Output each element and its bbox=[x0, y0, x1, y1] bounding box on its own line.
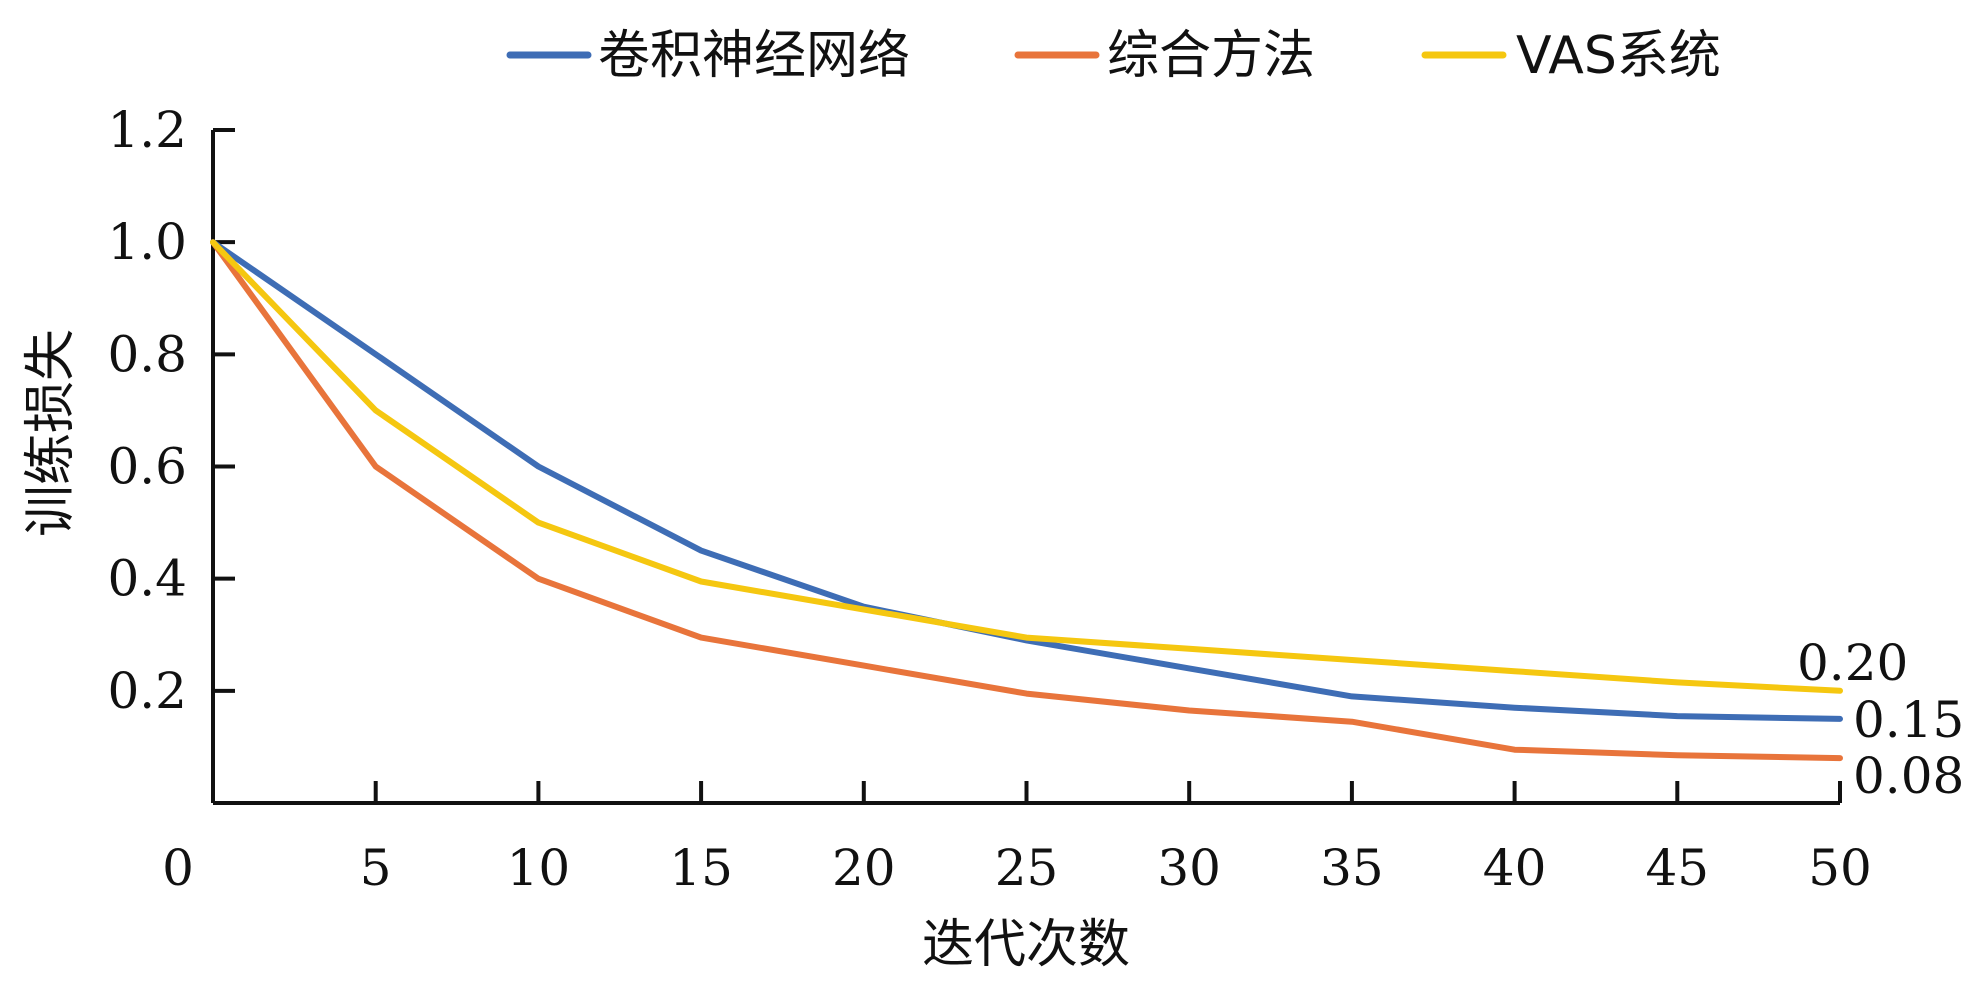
end-value-label: 0.15 bbox=[1853, 691, 1964, 749]
y-axis-title: 训练损失 bbox=[21, 329, 81, 537]
x-tick-label: 20 bbox=[832, 839, 896, 897]
y-tick-label: 1.2 bbox=[107, 101, 187, 159]
x-tick-label: 25 bbox=[995, 839, 1059, 897]
series-line-2 bbox=[210, 239, 1843, 694]
x-tick-label: 35 bbox=[1320, 839, 1384, 897]
end-labels: 0.200.150.08 bbox=[1797, 634, 1964, 805]
x-axis-title: 迭代次数 bbox=[922, 915, 1130, 975]
legend-label: 卷积神经网络 bbox=[598, 26, 910, 86]
end-value-label: 0.20 bbox=[1797, 634, 1908, 692]
legend-label: VAS系统 bbox=[1516, 26, 1721, 86]
x-tick-label: 50 bbox=[1808, 839, 1872, 897]
x-tick-label: 5 bbox=[360, 839, 392, 897]
y-tick-label: 0.2 bbox=[107, 662, 187, 720]
y-tick-label: 0.8 bbox=[107, 325, 187, 383]
x-tick-label: 40 bbox=[1483, 839, 1547, 897]
series-lines bbox=[210, 239, 1843, 762]
end-value-label: 0.08 bbox=[1853, 747, 1964, 805]
y-tick-label: 1.0 bbox=[107, 213, 187, 271]
x-tick-label: 10 bbox=[507, 839, 571, 897]
y-axis-ticks: 0.2 0.4 0.6 0.8 1.0 1.2 bbox=[107, 101, 235, 720]
y-tick-label: 0.6 bbox=[107, 438, 187, 496]
legend: 卷积神经网络 综合方法 VAS系统 bbox=[506, 26, 1721, 86]
legend-label: 综合方法 bbox=[1107, 26, 1315, 86]
x-axis-ticks: 0 5 10 15 20 25 30 35 40 45 50 bbox=[162, 781, 1872, 897]
x-tick-label: 15 bbox=[669, 839, 733, 897]
y-tick-label: 0.4 bbox=[107, 550, 187, 608]
x-tick-label: 0 bbox=[162, 839, 194, 897]
series-line-1 bbox=[210, 239, 1843, 762]
series-line-0 bbox=[210, 239, 1843, 722]
x-tick-label: 30 bbox=[1157, 839, 1221, 897]
x-tick-label: 45 bbox=[1645, 839, 1709, 897]
